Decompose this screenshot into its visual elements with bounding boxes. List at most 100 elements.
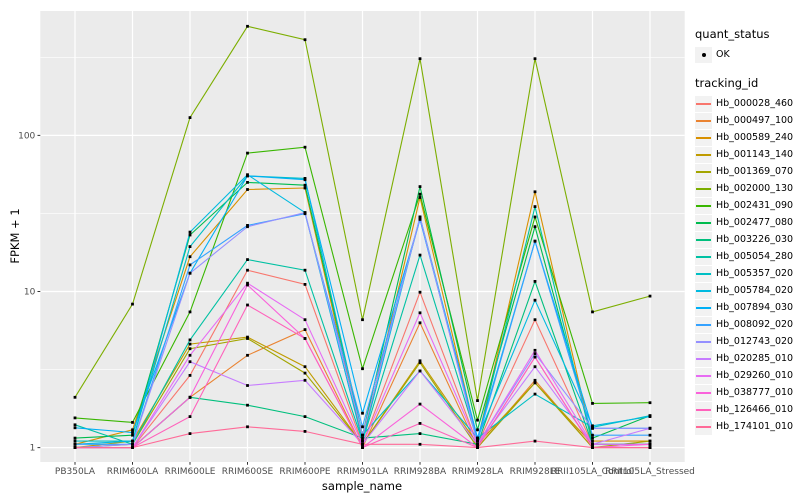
data-point (361, 425, 364, 429)
data-point (188, 233, 192, 237)
data-point (418, 432, 422, 435)
data-point (131, 302, 134, 306)
data-point (73, 436, 77, 440)
data-point (303, 145, 307, 149)
data-point (303, 415, 307, 418)
legend-line-swatch (696, 170, 711, 173)
legend-entry-Hb_005784_020: Hb_005784_020 (695, 282, 799, 299)
legend-key-box (695, 367, 712, 384)
data-point (303, 430, 307, 433)
legend-line-swatch (696, 136, 711, 139)
legend-entry-Hb_174101_010: Hb_174101_010 (695, 418, 799, 435)
legend-label: Hb_001369_070 (716, 166, 794, 177)
data-point (418, 321, 422, 325)
legend-entry-ok: OK (695, 46, 799, 63)
data-point (533, 392, 537, 396)
legend-label: Hb_000028_460 (716, 98, 794, 109)
legend-key-box (695, 112, 712, 129)
legend-line-swatch (696, 238, 711, 241)
data-point (246, 281, 249, 285)
data-point (648, 433, 652, 437)
legend-line-swatch (696, 306, 711, 309)
data-point (361, 436, 364, 440)
legend-entry-Hb_005357_020: Hb_005357_020 (695, 265, 799, 282)
legend-entry-Hb_038777_010: Hb_038777_010 (695, 384, 799, 401)
data-point (246, 174, 249, 178)
legend-entry-Hb_002477_080: Hb_002477_080 (695, 214, 799, 231)
legend-label: Hb_038777_010 (716, 387, 794, 398)
data-point (361, 318, 364, 322)
legend-entry-Hb_008092_020: Hb_008092_020 (695, 316, 799, 333)
data-point (533, 205, 537, 208)
legend-entry-Hb_007894_030: Hb_007894_030 (695, 299, 799, 316)
data-point (418, 311, 422, 315)
data-point (591, 439, 594, 443)
data-point (188, 374, 192, 377)
legend-line-swatch (696, 425, 711, 428)
legend-entry-Hb_003226_030: Hb_003226_030 (695, 231, 799, 248)
data-point (418, 369, 422, 373)
data-point (648, 446, 652, 449)
data-point (533, 57, 537, 61)
legend-line-swatch (696, 391, 711, 394)
data-point (303, 337, 307, 340)
data-point (533, 190, 537, 194)
data-point (246, 403, 249, 407)
legend-key-box (695, 316, 712, 333)
data-point (361, 446, 364, 449)
legend-line-swatch (696, 255, 711, 258)
data-point (533, 348, 537, 352)
legend-label: Hb_001143_140 (716, 149, 794, 160)
data-point (418, 402, 422, 406)
legend-entry-Hb_126466_010: Hb_126466_010 (695, 401, 799, 418)
legend-title-tracking-id: tracking_id (695, 76, 759, 90)
legend-label: Hb_174101_010 (716, 421, 794, 432)
legend-label: Hb_012743_020 (716, 336, 794, 347)
legend-key-box (695, 146, 712, 163)
data-point (188, 347, 192, 351)
data-point (303, 38, 307, 42)
data-point (418, 442, 422, 446)
data-point (591, 310, 594, 314)
legend-entry-Hb_000497_100: Hb_000497_100 (695, 112, 799, 129)
legend-key-box (695, 384, 712, 401)
y-tick-label: 10 (24, 288, 36, 298)
data-point (476, 399, 479, 402)
legend-title-quant-status: quant_status (695, 27, 770, 41)
data-point (131, 428, 134, 432)
tracking-id-legend-list: Hb_000028_460 Hb_000497_100 Hb_000589_240 H… (695, 95, 799, 435)
data-point (476, 418, 479, 422)
legend-key-box (695, 333, 712, 350)
legend-line-swatch (696, 408, 711, 411)
data-point (188, 353, 192, 357)
x-tick-label: RRIM901LA (337, 467, 389, 477)
data-point (533, 439, 537, 443)
data-point (303, 328, 307, 331)
data-point (246, 225, 249, 229)
data-point (418, 359, 422, 363)
data-point (361, 411, 364, 415)
data-point (303, 378, 307, 382)
data-point (246, 188, 249, 191)
data-point (303, 183, 307, 187)
data-point (418, 361, 422, 365)
legend-key-box (695, 46, 712, 63)
data-point (533, 225, 537, 229)
legend-key-box (695, 350, 712, 367)
legend-entry-Hb_000589_240: Hb_000589_240 (695, 129, 799, 146)
data-point (533, 239, 537, 243)
data-point (303, 211, 307, 214)
data-point (361, 442, 364, 446)
legend-line-swatch (696, 340, 711, 343)
data-point (188, 255, 192, 259)
legend-label: Hb_020285_010 (716, 353, 794, 364)
data-point (418, 185, 422, 188)
legend-label: Hb_007894_030 (716, 302, 794, 313)
x-tick-label: RRII105LA_Control (551, 467, 634, 477)
x-tick-label: RRIM928LA (452, 467, 504, 477)
legend-key-box (695, 282, 712, 299)
data-point (188, 342, 192, 346)
legend-line-swatch (696, 119, 711, 122)
data-point (361, 367, 364, 371)
